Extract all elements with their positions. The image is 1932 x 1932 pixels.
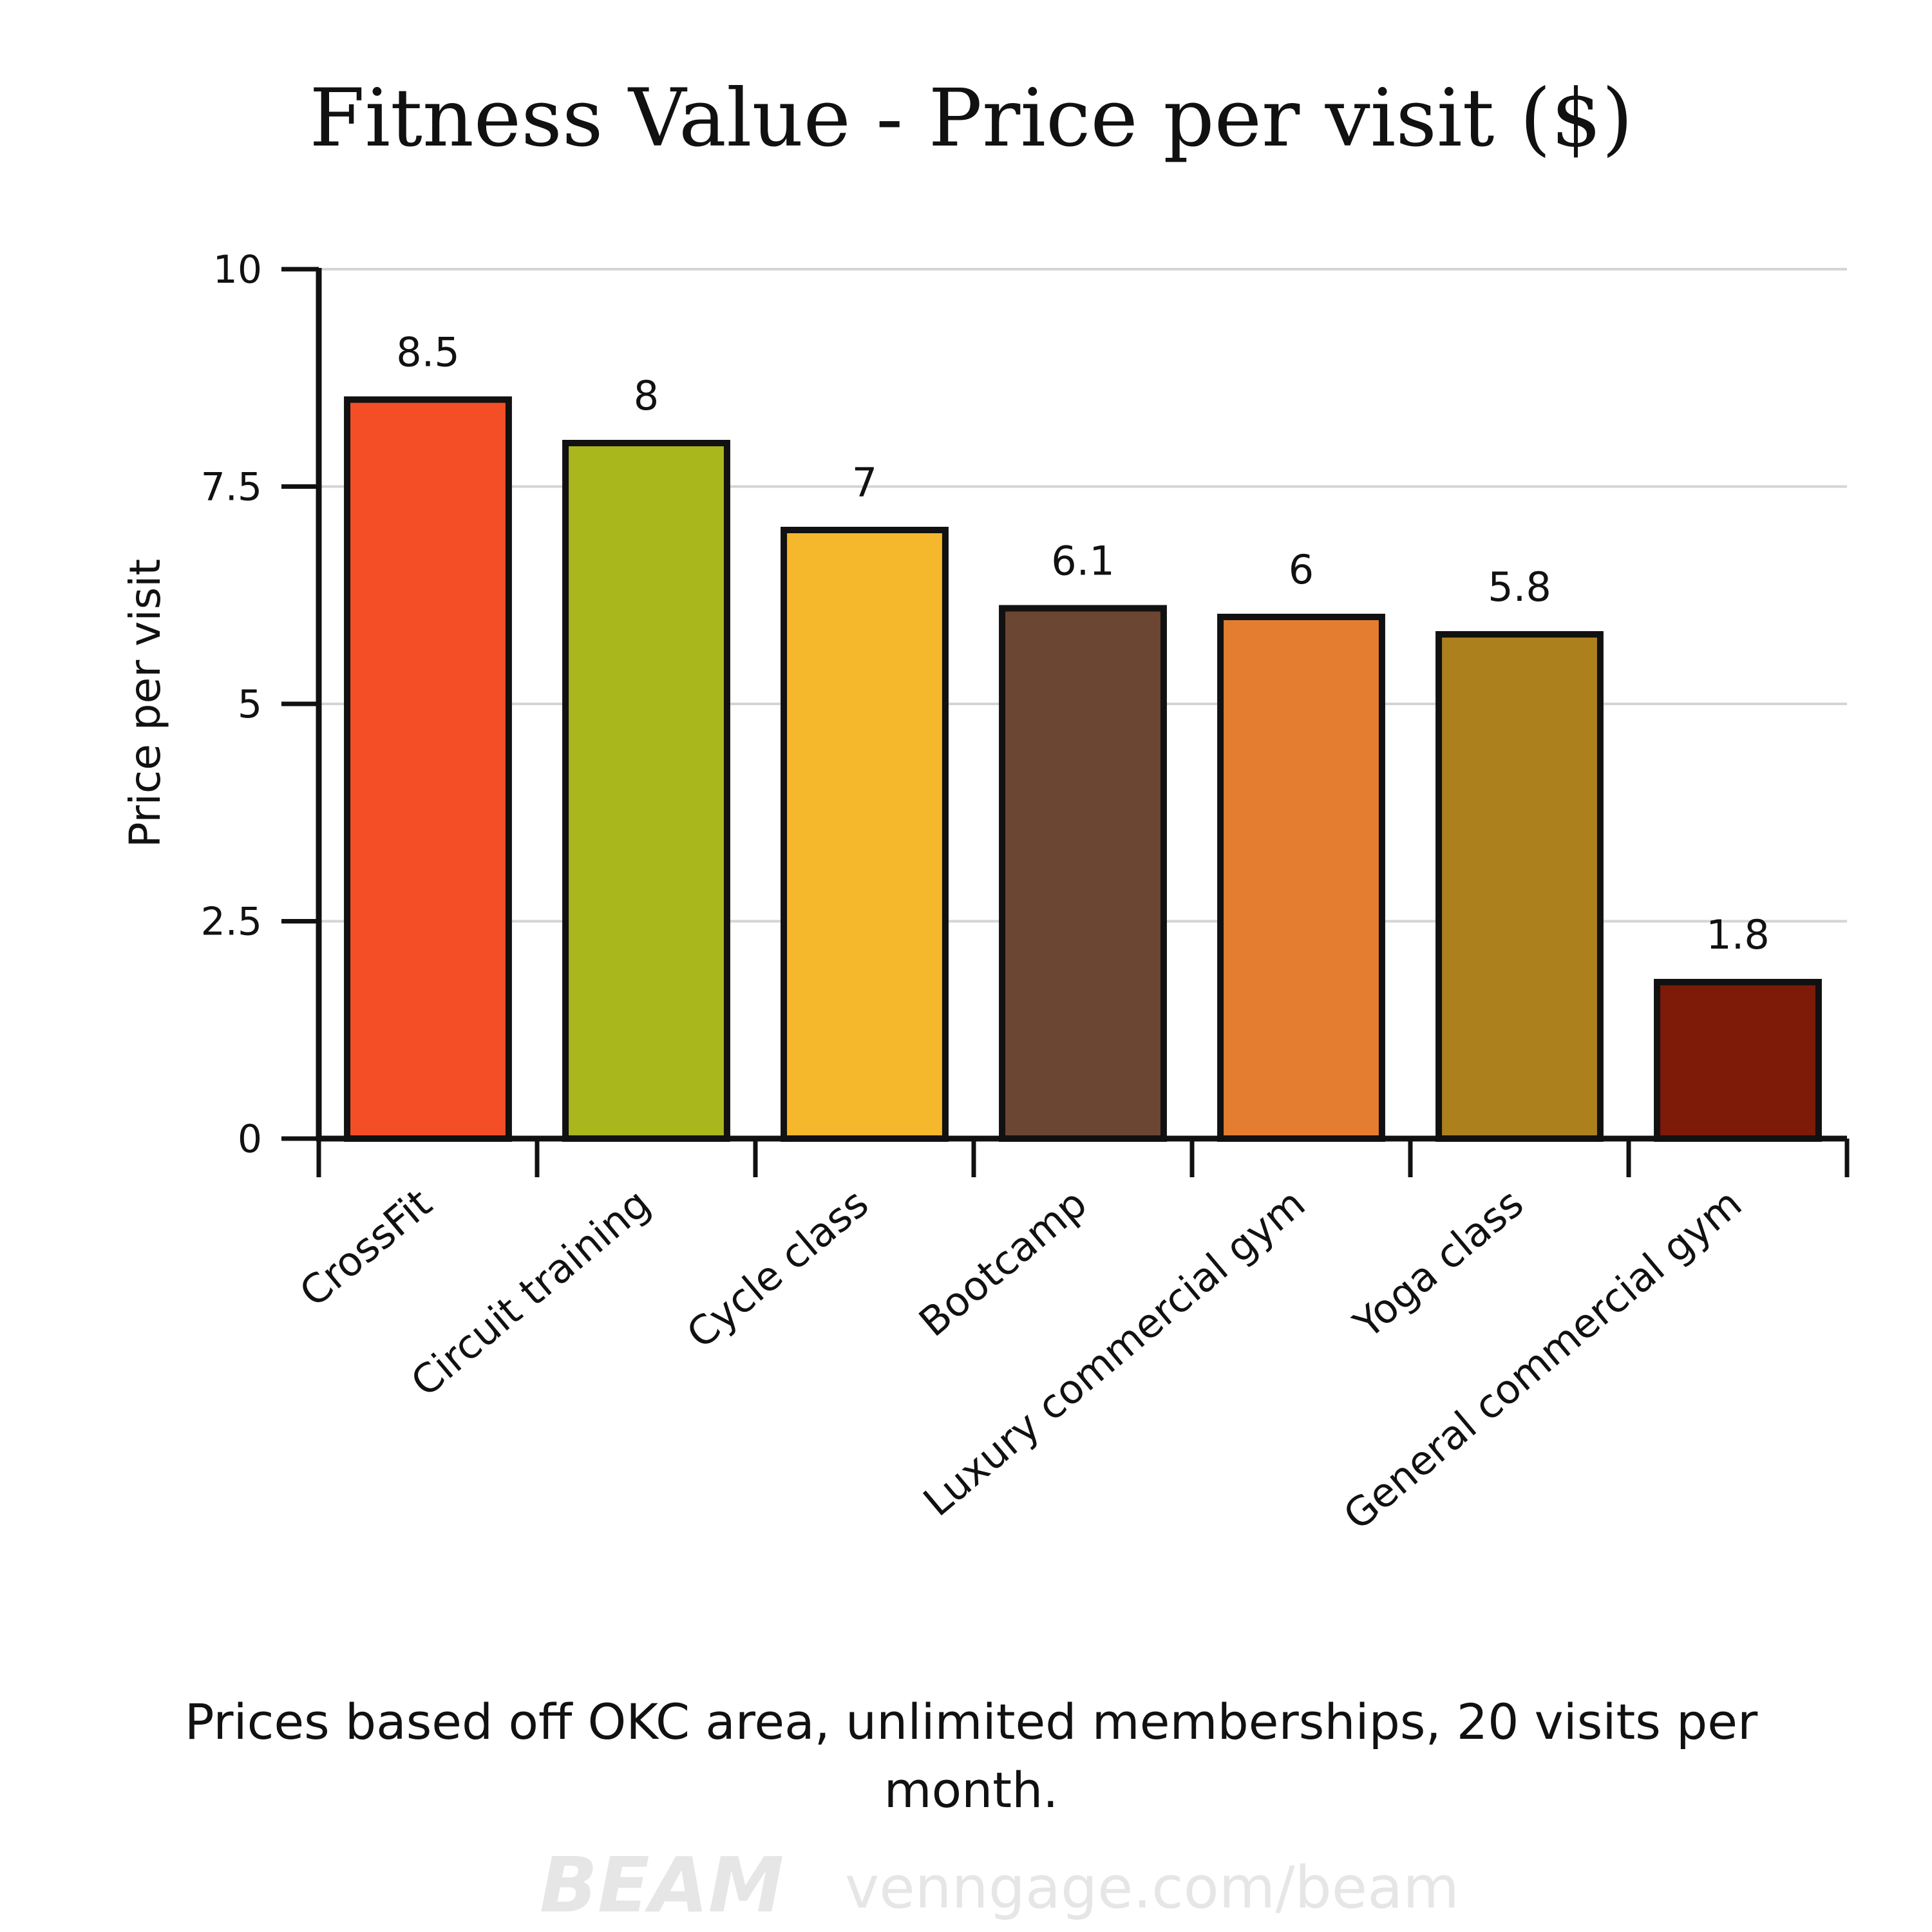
caption-line-1: Prices based off OKC area, unlimited mem…: [185, 1693, 1758, 1750]
y-tick-label: 0: [238, 1117, 262, 1162]
bars: [344, 396, 1822, 1142]
y-axis-ticks: 0 2.5 5 7.5 10: [201, 247, 319, 1162]
x-category-label: CrossFit: [290, 1180, 440, 1316]
value-label: 7: [852, 459, 877, 506]
value-labels: 8.5 8 7 6.1 6 5.8 1.8: [396, 329, 1770, 959]
x-category-label: Luxury commercial gym: [914, 1180, 1314, 1526]
value-label: 8: [634, 372, 659, 419]
y-tick-label: 10: [213, 247, 262, 292]
bar-yoga-class: [1435, 631, 1604, 1142]
x-category-label: Cycle class: [677, 1180, 877, 1358]
x-category-label: Yoga class: [1344, 1180, 1532, 1348]
value-label: 5.8: [1488, 564, 1551, 611]
watermark-logo: BEAM: [540, 1841, 784, 1929]
y-axis-title: Price per visit: [120, 559, 170, 848]
bar-crossfit: [344, 396, 512, 1142]
bar-cycle-class: [781, 527, 949, 1142]
value-label: 6: [1289, 546, 1314, 593]
bar-bootcamp: [999, 605, 1167, 1142]
bar-circuit-training: [562, 440, 730, 1142]
value-label: 1.8: [1706, 911, 1770, 958]
y-tick-label: 7.5: [201, 465, 262, 510]
chart-title: Fitness Value - Price per visit ($): [309, 72, 1633, 165]
bar-luxury-commercial-gym: [1217, 614, 1385, 1142]
value-label: 8.5: [396, 329, 460, 376]
y-tick-label: 2.5: [201, 900, 262, 945]
y-tick-label: 5: [238, 682, 262, 727]
value-label: 6.1: [1051, 538, 1115, 585]
x-axis-ticks: [316, 1139, 1850, 1177]
caption-line-2: month.: [884, 1761, 1059, 1819]
watermark-url: venngage.com/beam: [845, 1854, 1459, 1922]
x-category-label: Bootcamp: [910, 1180, 1095, 1346]
x-category-label: Circuit training: [402, 1180, 659, 1406]
x-category-label: General commercial gym: [1334, 1180, 1750, 1539]
bar-general-commercial-gym: [1654, 979, 1822, 1142]
